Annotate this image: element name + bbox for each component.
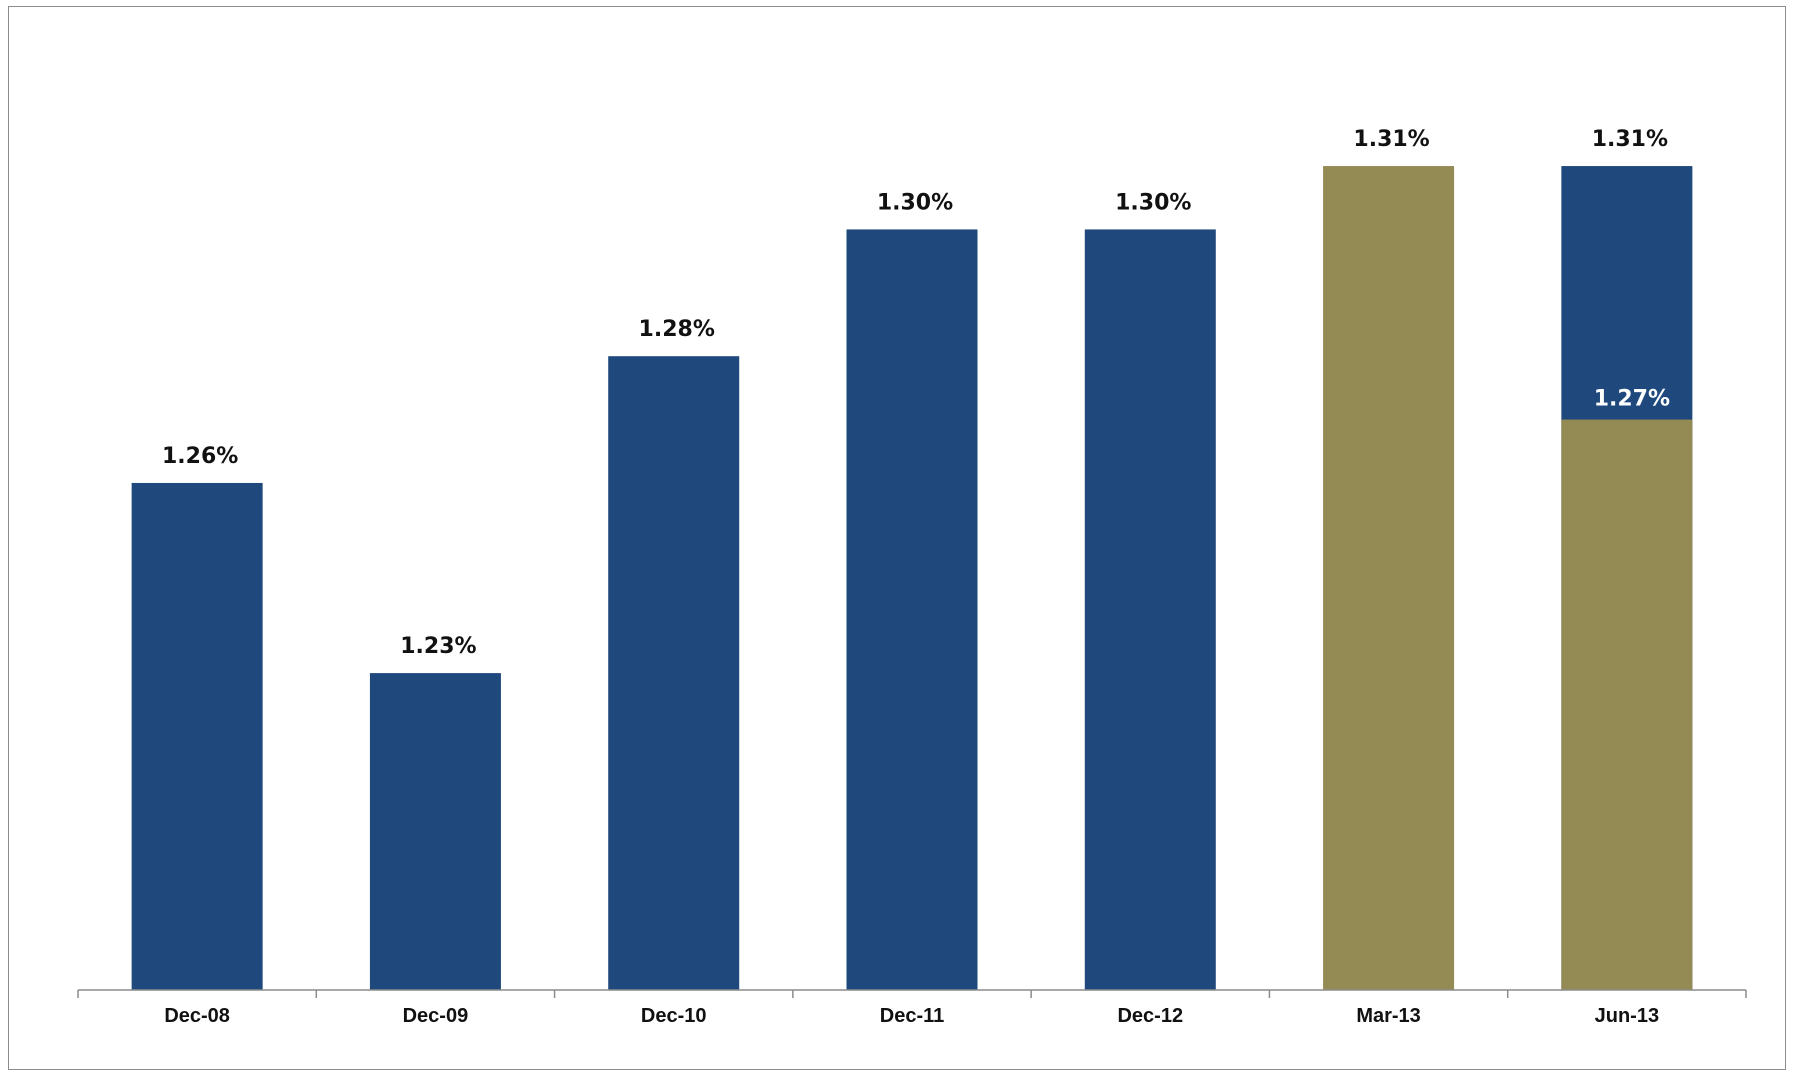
bar-dec-08 — [131, 482, 263, 990]
data-label-inner: 1.27% — [1594, 387, 1670, 412]
labels-layer: 1.26% Dec-08 1.23% Dec-09 1.28% Dec-10 1.30% De… — [162, 127, 1670, 1027]
data-label: 1.31% — [1353, 127, 1429, 152]
x-tick-label: Dec-09 — [403, 1005, 469, 1027]
x-tick-label: Mar-13 — [1356, 1005, 1420, 1027]
bar-inner-jun-13 — [1561, 419, 1693, 990]
bar-dec-10 — [608, 356, 740, 991]
bars-layer — [131, 166, 1693, 991]
x-tick-label: Dec-11 — [880, 1005, 945, 1027]
x-tick-label: Jun-13 — [1595, 1005, 1659, 1027]
data-label: 1.30% — [877, 190, 953, 215]
bar-dec-11 — [846, 229, 978, 990]
data-label: 1.30% — [1115, 190, 1191, 215]
data-label: 1.23% — [400, 634, 476, 659]
x-tick-label: Dec-10 — [641, 1005, 707, 1027]
x-ticks-layer — [77, 990, 1747, 998]
data-label: 1.31% — [1592, 127, 1668, 152]
data-label: 1.26% — [162, 444, 238, 469]
data-label: 1.28% — [639, 317, 715, 342]
bar-dec-09 — [369, 673, 501, 990]
bar-dec-12 — [1084, 229, 1216, 990]
bar-mar-13 — [1323, 166, 1455, 990]
x-tick-label: Dec-08 — [164, 1005, 230, 1027]
x-tick-label: Dec-12 — [1117, 1005, 1183, 1027]
